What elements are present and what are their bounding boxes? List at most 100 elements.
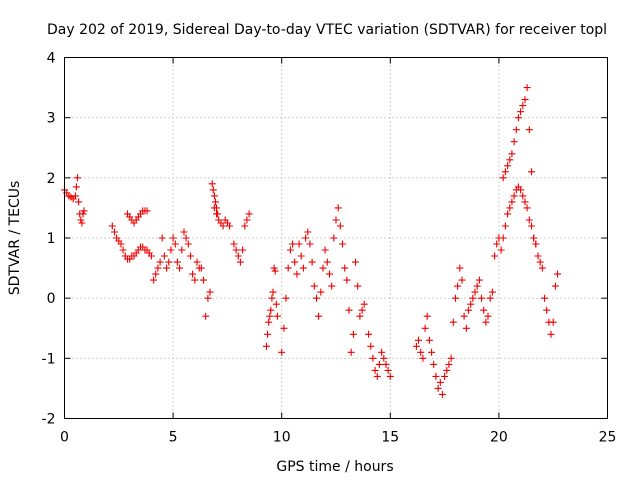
chart-title: Day 202 of 2019, Sidereal Day-to-day VTE… [47, 22, 607, 38]
data-point [234, 252, 242, 260]
data-point [499, 234, 507, 242]
data-point [241, 222, 249, 230]
data-point [163, 264, 171, 272]
data-point [341, 264, 349, 272]
data-point [154, 264, 162, 272]
data-point [119, 246, 127, 254]
data-point [441, 372, 449, 380]
data-point [184, 240, 192, 248]
data-point [514, 114, 522, 122]
data-point [469, 294, 477, 302]
data-point [358, 306, 366, 314]
data-point [212, 198, 219, 206]
data-point [71, 192, 79, 200]
data-point [421, 324, 429, 332]
data-point [478, 294, 485, 302]
data-point [430, 360, 438, 368]
data-point [328, 282, 336, 290]
data-point [308, 258, 316, 266]
data-point [347, 348, 355, 356]
data-point [354, 282, 362, 290]
data-point [239, 246, 247, 254]
data-point [465, 306, 472, 314]
data-point [206, 288, 214, 296]
data-point [182, 234, 190, 242]
data-point [74, 174, 81, 182]
data-point [501, 168, 509, 176]
data-point [219, 222, 227, 230]
x-tick-label: 15 [381, 430, 399, 446]
data-point [117, 240, 125, 248]
data-point [293, 270, 301, 278]
data-point [193, 258, 201, 266]
data-point [506, 204, 514, 212]
data-point [530, 234, 538, 242]
y-tick-label: 1 [47, 231, 56, 247]
data-point [75, 198, 83, 206]
x-tick-label: 10 [273, 430, 291, 446]
data-point [315, 312, 323, 320]
data-point [336, 222, 344, 230]
data-point [369, 354, 377, 362]
data-point [438, 390, 446, 398]
data-point [519, 192, 527, 200]
data-point [178, 246, 186, 254]
data-point [519, 102, 527, 110]
data-series-topl [61, 84, 561, 398]
data-point [264, 330, 272, 338]
data-point [508, 198, 516, 206]
data-point [497, 246, 505, 254]
data-point [510, 192, 518, 200]
data-point [447, 354, 455, 362]
data-point [345, 306, 353, 314]
data-point [434, 384, 442, 392]
data-point [419, 354, 427, 362]
data-point [504, 162, 512, 170]
data-point [352, 258, 359, 266]
data-point [417, 348, 425, 356]
y-axis-label: SDTVAR / TECUs [7, 181, 23, 296]
data-point [191, 276, 199, 284]
data-point [532, 240, 540, 248]
data-point [295, 240, 303, 248]
data-point [173, 258, 181, 266]
data-point [278, 348, 286, 356]
data-point [547, 330, 555, 338]
data-point [528, 168, 535, 176]
data-point [462, 324, 470, 332]
data-point [382, 360, 390, 368]
data-point [480, 306, 488, 314]
data-point [343, 276, 351, 284]
data-point [528, 222, 535, 230]
data-point [78, 219, 86, 227]
data-point [72, 183, 80, 191]
data-point [326, 270, 333, 278]
data-point [456, 264, 464, 272]
plot-frame [64, 57, 608, 419]
data-point [486, 294, 494, 302]
data-point [200, 276, 207, 284]
data-point [525, 216, 533, 224]
data-point [423, 312, 431, 320]
data-point [267, 306, 275, 314]
data-point [306, 240, 314, 248]
data-point [171, 240, 179, 248]
data-point [436, 378, 444, 386]
data-point [273, 312, 281, 320]
data-point [386, 372, 394, 380]
data-point [475, 276, 483, 284]
data-point [304, 228, 312, 236]
data-point [310, 282, 318, 290]
data-point [204, 294, 212, 302]
data-point [484, 312, 492, 320]
data-point [521, 198, 529, 206]
data-point [165, 258, 173, 266]
data-point [330, 234, 338, 242]
data-point [349, 330, 357, 338]
data-point [197, 264, 205, 272]
data-point [180, 228, 188, 236]
data-point [543, 306, 551, 314]
data-point [297, 252, 305, 260]
data-point [208, 180, 216, 188]
data-point [143, 207, 151, 215]
